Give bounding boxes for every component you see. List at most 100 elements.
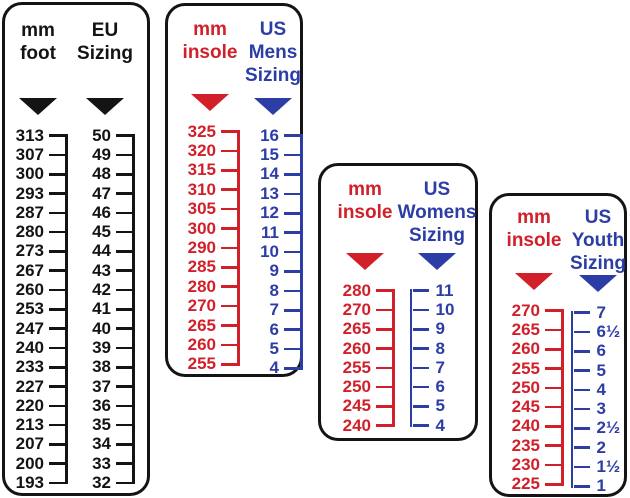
scale-row: 273 [11, 241, 65, 261]
scale-value: 7 [435, 357, 445, 377]
tick-mark [49, 365, 65, 369]
tick-mark [573, 330, 590, 334]
scale-row: 313 [11, 126, 65, 145]
scale-row: 267 [11, 261, 65, 280]
scale-value: 315 [187, 160, 216, 180]
column-header: EU Sizing [77, 20, 133, 64]
scale-row: 270 [507, 301, 561, 320]
tick-mark [376, 366, 392, 370]
tick-mark [49, 423, 65, 427]
scale-value: 280 [15, 222, 44, 242]
scale-row: 7 [246, 300, 300, 320]
tick-mark [412, 424, 429, 428]
ruler-spine-line [409, 289, 413, 428]
scale-row: 5 [412, 396, 465, 416]
tick-mark [116, 404, 132, 408]
column-header: mm insole [182, 19, 238, 63]
tick-mark [545, 309, 561, 312]
tick-mark [284, 270, 300, 273]
scale-value: 245 [342, 396, 371, 416]
scale-row: 4 [412, 416, 465, 435]
scale-row: 315 [183, 160, 237, 180]
scale-row: 270 [338, 300, 392, 319]
ruler-spine-line [237, 130, 240, 366]
tick-mark [116, 346, 132, 350]
tick-mark [221, 304, 237, 308]
column-mm-foot: mm foot 313 307 300 293 287 280 273 267 260 253 24… [11, 19, 68, 493]
scale-value: 255 [511, 358, 540, 378]
scale-row: 255 [338, 358, 392, 377]
tick-mark [376, 347, 392, 350]
scale-value: 2½ [596, 418, 621, 438]
tick-mark [284, 192, 300, 196]
scale-value: 285 [187, 257, 216, 277]
tick-mark [221, 324, 237, 327]
scale-value: 270 [187, 296, 216, 316]
scale-value: 6 [596, 341, 606, 361]
panel-mm-insole-us-youth: mm insole 270 265 260 255 250 245 240 235 230 225… [489, 193, 627, 497]
tick-mark [412, 347, 429, 350]
scale-row: 6 [246, 320, 300, 339]
scale-row: 320 [183, 141, 237, 160]
scale-row: 245 [507, 397, 561, 417]
scale-value: 250 [342, 377, 371, 397]
scale-value: 260 [342, 338, 371, 358]
panel-columns: mm foot 313 307 300 293 287 280 273 267 260 253 24… [5, 5, 147, 493]
scale-row: 7 [412, 357, 465, 377]
scale-value: 250 [511, 377, 540, 397]
tick-mark [116, 172, 132, 176]
tick-mark [284, 347, 300, 351]
column-mm-insole: mm insole 270 265 260 255 250 245 240 235 230 225 [502, 206, 566, 494]
tick-mark [116, 153, 132, 157]
tick-mark [221, 343, 237, 347]
scale-row: 240 [507, 416, 561, 436]
tick-mark [221, 246, 237, 250]
scale-row: 11 [246, 223, 300, 242]
scale-value: 45 [92, 222, 111, 242]
scale-row: 250 [507, 378, 561, 397]
scale-row: 305 [183, 199, 237, 218]
column-us-youth-sizing: US Youth Sizing 7 6½ 6 5 4 3 2½ 2 1½ 1 [566, 206, 630, 496]
scale-row: 7 [573, 303, 626, 322]
scale-value: 247 [15, 318, 44, 338]
scale-ruler: 313 307 300 293 287 280 273 267 260 253 247 240 233 2… [11, 126, 68, 493]
scale-value: 230 [511, 455, 540, 475]
tick-mark [221, 149, 237, 153]
scale-value: 34 [92, 434, 111, 454]
scale-value: 235 [511, 435, 540, 455]
tick-mark [284, 231, 300, 234]
pointer-triangle-icon [191, 93, 229, 111]
tick-mark [284, 134, 300, 137]
tick-mark [116, 481, 132, 485]
scale-value: 260 [15, 280, 44, 300]
scale-ruler: 7 6½ 6 5 4 3 2½ 2 1½ 1 [570, 303, 626, 496]
scale-value: 44 [92, 241, 111, 261]
tick-mark [116, 385, 132, 388]
scale-value: 2 [596, 437, 606, 457]
scale-row: 280 [183, 277, 237, 296]
scale-row: 8 [246, 281, 300, 300]
column-header: mm foot [20, 20, 56, 64]
tick-mark [284, 153, 300, 157]
tick-mark [545, 425, 561, 428]
scale-value: 49 [92, 144, 111, 164]
scale-value: 4 [596, 379, 606, 399]
scale-value: 305 [187, 199, 216, 219]
scale-row: 6½ [573, 322, 626, 341]
tick-mark [221, 227, 237, 230]
scale-row: 280 [11, 222, 65, 241]
scale-row: 5 [573, 361, 626, 380]
tick-mark [412, 405, 429, 408]
scale-ruler: 280 270 265 260 255 250 245 240 [338, 281, 395, 435]
scale-value: 16 [260, 125, 279, 145]
scale-row: 260 [11, 280, 65, 299]
scale-value: 265 [187, 315, 216, 335]
pointer-triangle-icon [19, 98, 57, 115]
scale-value: 300 [15, 164, 44, 184]
pointer-triangle-icon [418, 253, 456, 270]
scale-value: 35 [92, 415, 111, 435]
scale-row: 293 [11, 184, 65, 203]
scale-row: 16 [246, 126, 300, 145]
scale-row: 310 [183, 180, 237, 199]
scale-value: 200 [15, 453, 44, 473]
